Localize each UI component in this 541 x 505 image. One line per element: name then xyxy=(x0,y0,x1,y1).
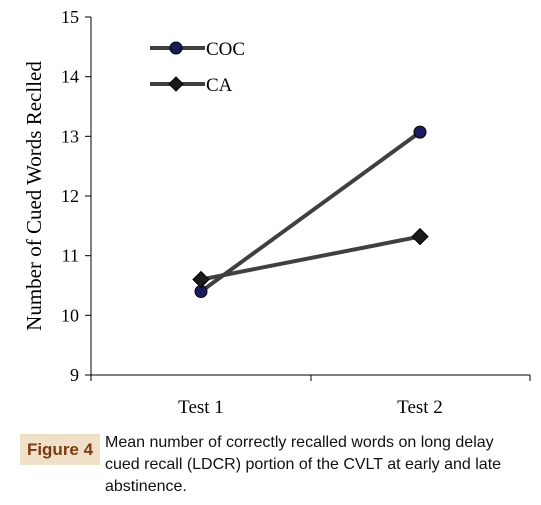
data-point-coc xyxy=(413,125,427,139)
y-axis-label: Number of Cued Words Reclled xyxy=(22,61,46,331)
axes xyxy=(90,17,530,376)
figure-label: Figure 4 xyxy=(20,434,100,465)
legend: COC CA xyxy=(150,39,245,96)
line-chart: Number of Cued Words Reclled 9 10 11 12 13 14… xyxy=(22,7,531,418)
legend-marker xyxy=(169,41,183,55)
y-tick-label: 11 xyxy=(62,246,79,266)
data-point-ca xyxy=(411,227,429,246)
y-tick-label: 15 xyxy=(61,7,79,27)
data-point-ca xyxy=(192,270,210,289)
figure-caption: Figure 4 Mean number of correctly recall… xyxy=(12,432,537,502)
y-tick-label: 9 xyxy=(70,365,79,385)
x-categories: Test 1 Test 2 xyxy=(90,375,531,418)
series-line-ca xyxy=(200,234,421,282)
legend-label: COC xyxy=(206,39,245,60)
x-category-label: Test 1 xyxy=(178,397,224,418)
figure-caption-text: Mean number of correctly recalled words … xyxy=(105,434,502,495)
y-ticks: 9 10 11 12 13 14 15 xyxy=(61,7,91,385)
y-tick-label: 10 xyxy=(61,305,79,325)
y-tick-label: 12 xyxy=(61,186,79,206)
series-lines xyxy=(192,125,429,298)
legend-label: CA xyxy=(206,75,233,96)
y-tick-label: 14 xyxy=(61,67,79,87)
x-category-label: Test 2 xyxy=(397,397,443,418)
series-line-coc xyxy=(199,130,422,294)
y-tick-label: 13 xyxy=(61,126,79,146)
legend-marker xyxy=(168,76,184,92)
